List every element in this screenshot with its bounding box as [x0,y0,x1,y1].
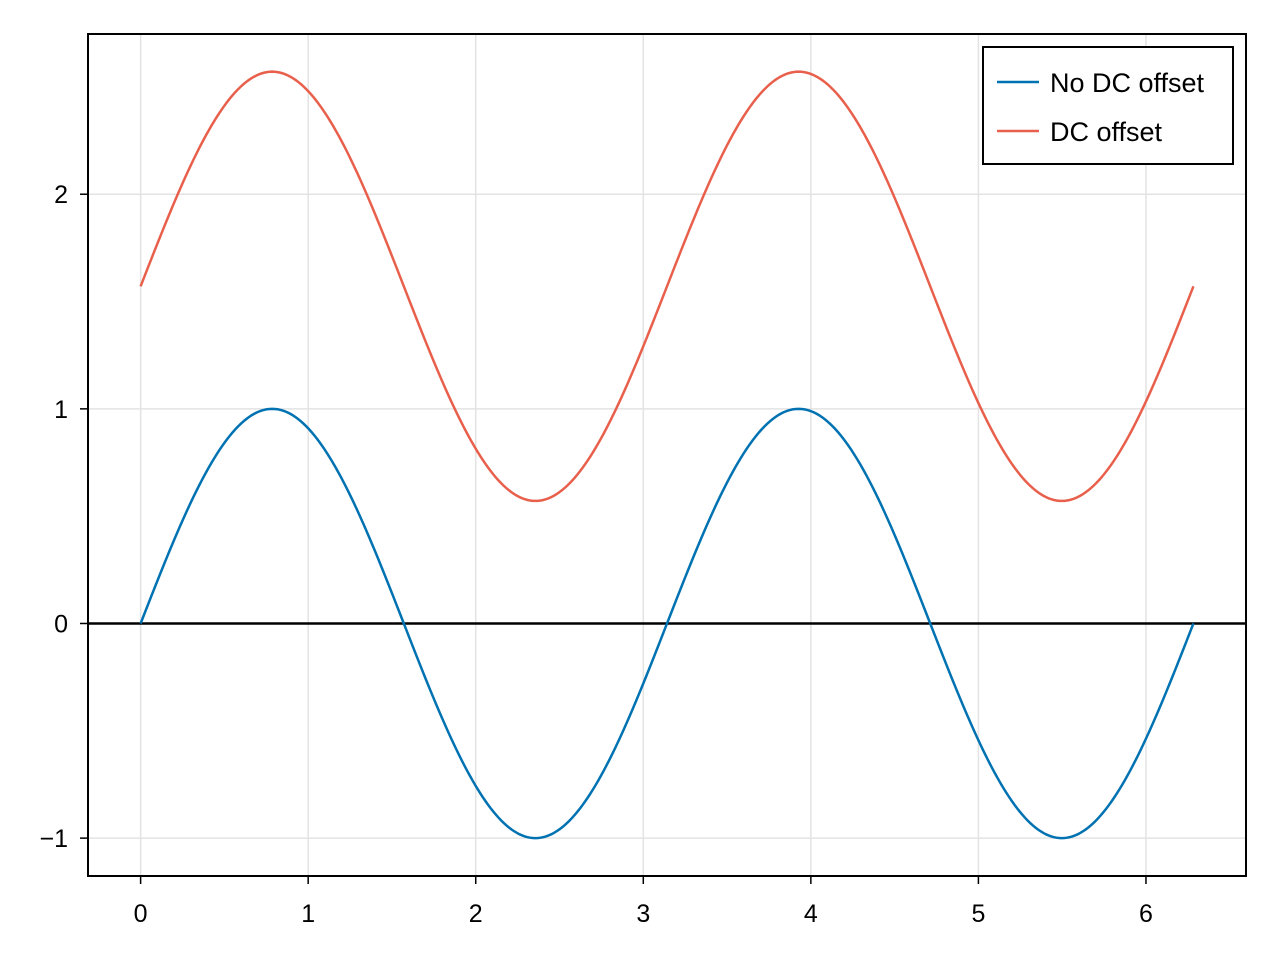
y-tick-label: 1 [54,396,68,424]
x-tick-label: 2 [469,900,483,928]
legend: No DC offset DC offset [982,46,1234,165]
legend-label: DC offset [1050,117,1163,147]
x-tick-label: 3 [636,900,650,928]
y-tick-label: 0 [54,610,68,638]
series-line-1 [139,407,1195,840]
series-lines [139,70,1195,840]
axis-ticks: 0 1 2 3 4 5 6 −1 0 1 2 [39,181,1152,928]
y-tick-label: −1 [39,825,68,853]
legend-label: No DC offset [1050,68,1205,98]
legend-box [982,46,1234,165]
x-tick-label: 4 [804,900,818,928]
x-tick-label: 5 [971,900,985,928]
plot-frame [87,33,1247,877]
x-tick-label: 0 [134,900,148,928]
x-tick-label: 6 [1139,900,1153,928]
series-line-2 [139,70,1195,503]
y-tick-label: 2 [54,181,68,209]
x-tick-label: 1 [301,900,315,928]
